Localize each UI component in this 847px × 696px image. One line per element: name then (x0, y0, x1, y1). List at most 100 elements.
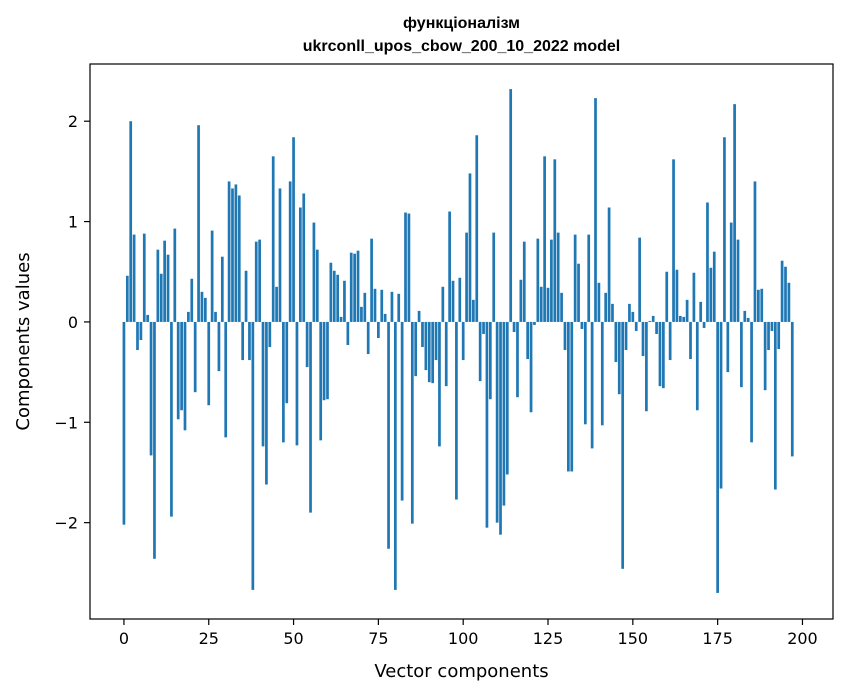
bar-162 (672, 159, 675, 322)
bar-64 (339, 316, 343, 322)
bar-125 (546, 287, 550, 322)
bar-100 (461, 321, 465, 361)
bar-36 (244, 270, 248, 322)
bar-65 (343, 280, 346, 322)
bar-85 (410, 321, 414, 524)
bar-176 (719, 321, 723, 489)
bar-96 (448, 211, 451, 322)
x-tick-label: 0 (119, 629, 129, 648)
bar-77 (383, 313, 387, 322)
bar-72 (366, 321, 370, 355)
y-tick-label: −2 (54, 514, 78, 533)
bar-150 (631, 311, 635, 322)
bar-168 (692, 272, 696, 322)
bar-126 (550, 239, 553, 322)
bar-98 (455, 321, 458, 500)
bar-195 (784, 266, 787, 322)
bar-25 (207, 321, 211, 406)
bar-183 (743, 310, 747, 322)
bar-39 (254, 241, 258, 322)
bar-113 (505, 321, 509, 475)
bar-12 (163, 240, 166, 322)
bar-63 (336, 274, 340, 322)
bar-112 (502, 321, 506, 506)
bar-186 (753, 181, 757, 322)
bar-60 (326, 321, 329, 400)
bar-167 (689, 321, 692, 360)
bar-120 (529, 321, 533, 413)
x-tick-label: 150 (618, 629, 649, 648)
y-tick-label: 2 (68, 112, 78, 131)
bar-50 (292, 137, 295, 322)
bar-52 (298, 207, 302, 322)
bar-79 (390, 291, 394, 322)
bar-66 (346, 321, 350, 346)
y-tick-label: 1 (68, 213, 78, 232)
bar-182 (740, 321, 743, 388)
bar-33 (234, 184, 238, 322)
bar-69 (356, 250, 360, 322)
bar-46 (278, 188, 282, 322)
bar-89 (424, 321, 428, 371)
bar-192 (773, 321, 777, 490)
bar-174 (712, 251, 716, 322)
bar-9 (153, 321, 156, 559)
bar-191 (770, 321, 774, 331)
bar-106 (482, 321, 485, 334)
bar-78 (387, 321, 390, 549)
bar-58 (319, 321, 323, 441)
bar-19 (187, 311, 190, 322)
bar-121 (533, 321, 536, 325)
bar-104 (475, 135, 479, 322)
bar-57 (315, 249, 319, 322)
bar-2 (129, 121, 133, 322)
bar-7 (146, 314, 150, 322)
bar-132 (570, 321, 574, 472)
bar-181 (736, 239, 740, 322)
bar-45 (275, 286, 278, 322)
chart-title-line-2: ukrconll_upos_cbow_200_10_2022 model (303, 38, 620, 55)
bar-116 (516, 321, 519, 398)
bar-124 (543, 156, 546, 322)
bar-163 (675, 269, 679, 322)
bar-55 (309, 321, 312, 513)
bar-73 (370, 238, 373, 322)
bar-139 (594, 98, 597, 322)
bar-185 (750, 321, 753, 443)
bar-166 (685, 299, 689, 322)
bar-171 (702, 321, 706, 328)
bar-48 (285, 321, 289, 404)
bar-102 (468, 173, 472, 322)
bar-154 (645, 321, 648, 412)
bar-170 (699, 301, 703, 322)
bar-108 (488, 321, 492, 400)
bar-128 (556, 232, 560, 322)
x-axis-ticks: 0 25 50 75 100 125 150 175 200 (119, 619, 818, 648)
bar-87 (417, 310, 421, 322)
bar-177 (723, 137, 726, 322)
bar-172 (706, 202, 709, 322)
bar-178 (726, 321, 730, 373)
bar-194 (780, 260, 784, 322)
bar-173 (709, 267, 713, 322)
bar-88 (421, 321, 424, 348)
bar-133 (573, 234, 577, 322)
bar-160 (665, 271, 669, 322)
bar-43 (268, 321, 272, 348)
bar-110 (495, 321, 499, 523)
bar-75 (377, 321, 380, 338)
bar-5 (139, 321, 143, 340)
bar-156 (651, 315, 655, 322)
x-tick-label: 50 (283, 629, 303, 648)
bar-188 (760, 288, 764, 322)
bar-21 (193, 321, 197, 393)
bar-84 (407, 213, 411, 322)
bar-91 (431, 321, 435, 384)
bar-105 (478, 321, 482, 382)
bar-54 (305, 321, 309, 368)
bar-34 (237, 195, 241, 322)
bar-41 (261, 321, 265, 447)
bar-32 (231, 188, 234, 322)
